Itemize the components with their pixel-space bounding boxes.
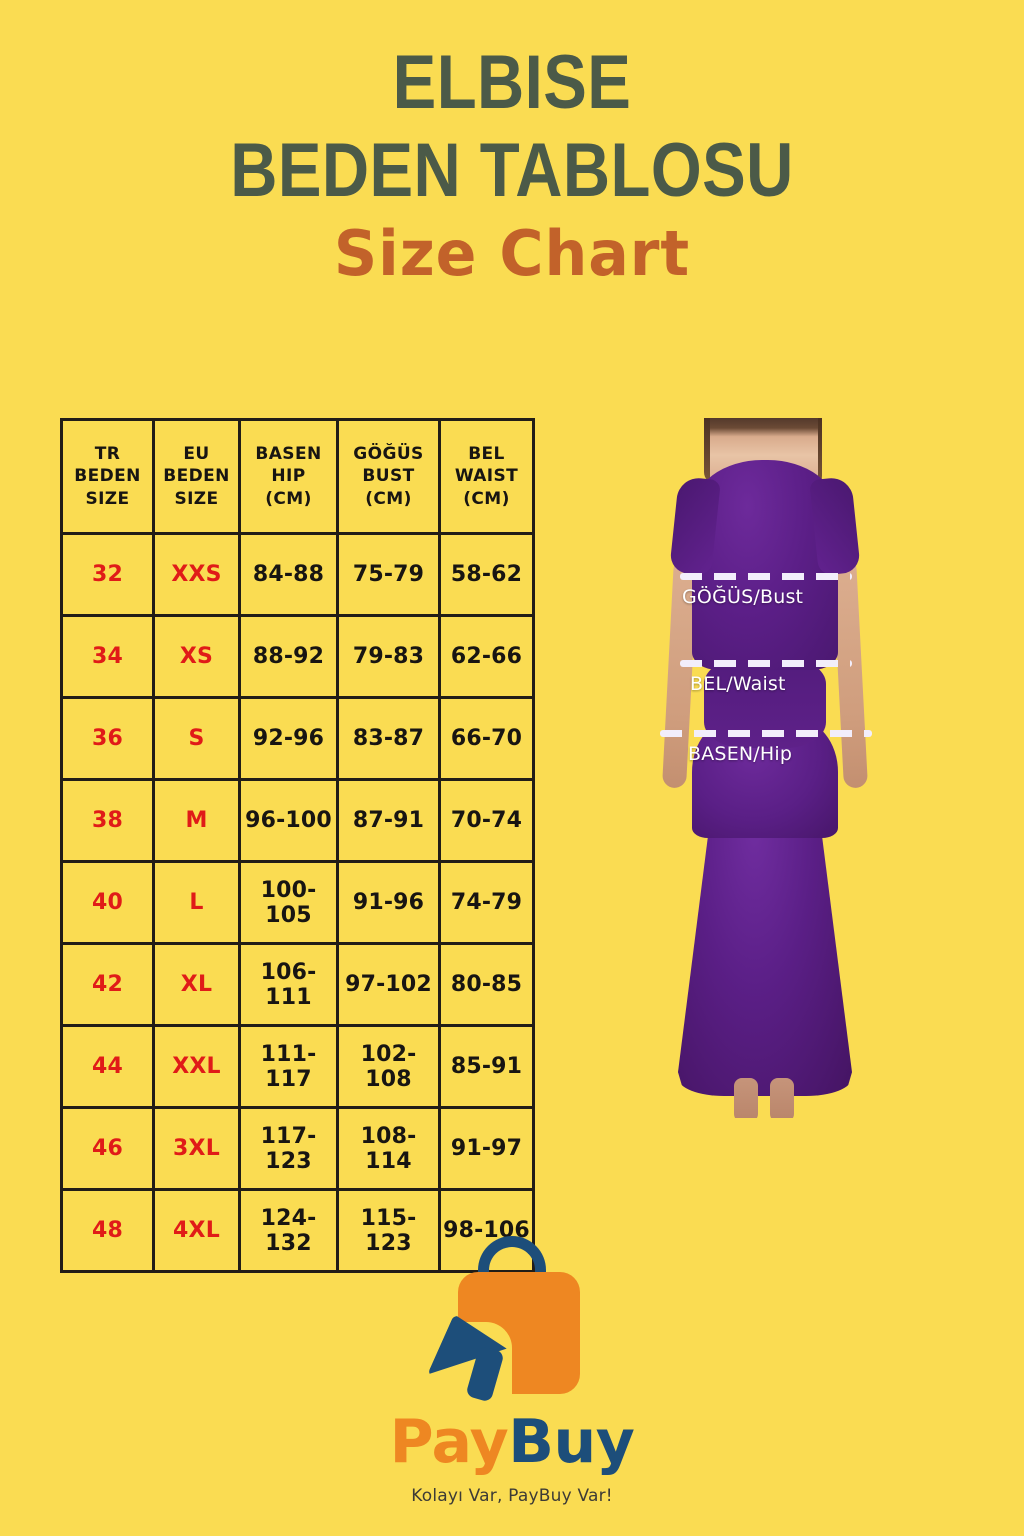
table-row: 44 XXL 111-117 102-108 85-91 [60, 1024, 535, 1109]
header-line3: SIZE [85, 488, 130, 509]
cell-hip: 84-88 [238, 532, 339, 617]
cell-bust: 91-96 [336, 860, 441, 945]
size-chart-table: TR BEDEN SIZE EU BEDEN SIZE BASEN HIP (C… [60, 418, 535, 1273]
cell-eu: XS [152, 614, 241, 699]
cell-eu: M [152, 778, 241, 863]
cell-waist: 91-97 [438, 1106, 535, 1191]
cell-eu: 3XL [152, 1106, 241, 1191]
model-leg-left [734, 1078, 758, 1118]
cell-hip: 100-105 [238, 860, 339, 945]
dress-sleeve-right [809, 476, 861, 576]
hip-measure-label: BASEN/Hip [688, 743, 793, 765]
page-subtitle: Size Chart [333, 216, 691, 290]
cell-waist: 85-91 [438, 1024, 535, 1109]
cell-eu: XXS [152, 532, 241, 617]
cell-eu: XL [152, 942, 241, 1027]
cell-bust: 87-91 [336, 778, 441, 863]
table-row: 48 4XL 124-132 115-123 98-106 [60, 1188, 535, 1273]
cell-eu: L [152, 860, 241, 945]
brand-name-pay: Pay [389, 1407, 509, 1477]
cell-tr: 32 [60, 532, 155, 617]
page-title-line1: ELBISE [392, 40, 632, 125]
column-header-tr: TR BEDEN SIZE [60, 418, 155, 535]
column-header-bust: GÖĞÜS BUST (CM) [336, 418, 441, 535]
cell-bust: 97-102 [336, 942, 441, 1027]
column-header-eu: EU BEDEN SIZE [152, 418, 241, 535]
cell-waist: 70-74 [438, 778, 535, 863]
cell-waist: 62-66 [438, 614, 535, 699]
model-leg-right [770, 1078, 794, 1118]
cell-hip: 117-123 [238, 1106, 339, 1191]
cell-hip: 124-132 [238, 1188, 339, 1273]
cell-bust: 108-114 [336, 1106, 441, 1191]
cell-hip: 92-96 [238, 696, 339, 781]
cell-tr: 44 [60, 1024, 155, 1109]
cell-eu: XXL [152, 1024, 241, 1109]
cell-bust: 75-79 [336, 532, 441, 617]
cell-hip: 88-92 [238, 614, 339, 699]
cell-waist: 74-79 [438, 860, 535, 945]
paybuy-logo-icon [427, 1236, 592, 1404]
cell-tr: 36 [60, 696, 155, 781]
brand-wordmark: PayBuy [0, 1412, 1024, 1472]
table-header-row: TR BEDEN SIZE EU BEDEN SIZE BASEN HIP (C… [60, 418, 535, 535]
header-line2: HIP [271, 466, 306, 487]
cell-hip: 96-100 [238, 778, 339, 863]
header-line2: WAIST [454, 466, 519, 487]
table-row: 40 L 100-105 91-96 74-79 [60, 860, 535, 945]
header-block: ELBISE BEDEN TABLOSU Size Chart [0, 40, 1024, 290]
cell-eu: 4XL [152, 1188, 241, 1273]
model-photo: GÖĞÜS/Bust BEL/Waist BASEN/Hip [648, 418, 878, 1118]
table-row: 32 XXS 84-88 75-79 58-62 [60, 532, 535, 617]
column-header-hip: BASEN HIP (CM) [238, 418, 339, 535]
cell-waist: 66-70 [438, 696, 535, 781]
table-body: 32 XXS 84-88 75-79 58-62 34 XS 88-92 79-… [60, 532, 535, 1273]
header-line3: (CM) [265, 488, 312, 509]
brand-tagline: Kolayı Var, PayBuy Var! [411, 1486, 613, 1506]
cell-bust: 102-108 [336, 1024, 441, 1109]
column-header-waist: BEL WAIST (CM) [438, 418, 535, 535]
cell-tr: 46 [60, 1106, 155, 1191]
cell-hip: 106-111 [238, 942, 339, 1027]
brand-name-buy: Buy [508, 1407, 635, 1477]
cell-waist: 58-62 [438, 532, 535, 617]
header-line1: EU [183, 443, 210, 464]
header-line2: BEDEN [74, 466, 141, 487]
page-title-line2: BEDEN TABLOSU [230, 128, 794, 214]
brand-footer: PayBuy Kolayı Var, PayBuy Var! [0, 1236, 1024, 1506]
header-line1: BEL [468, 443, 505, 464]
cell-tr: 40 [60, 860, 155, 945]
cell-hip: 111-117 [238, 1024, 339, 1109]
header-line1: BASEN [255, 443, 322, 464]
cell-tr: 34 [60, 614, 155, 699]
waist-measure-label: BEL/Waist [690, 673, 786, 695]
cell-tr: 38 [60, 778, 155, 863]
table-row: 42 XL 106-111 97-102 80-85 [60, 942, 535, 1027]
shopping-bag-handle-icon [478, 1236, 546, 1282]
table-row: 36 S 92-96 83-87 66-70 [60, 696, 535, 781]
cell-eu: S [152, 696, 241, 781]
cell-bust: 79-83 [336, 614, 441, 699]
header-line3: (CM) [365, 488, 412, 509]
cell-bust: 115-123 [336, 1188, 441, 1273]
cell-tr: 42 [60, 942, 155, 1027]
cell-tr: 48 [60, 1188, 155, 1273]
header-line1: GÖĞÜS [353, 443, 424, 464]
header-line2: BUST [362, 466, 415, 487]
table-row: 34 XS 88-92 79-83 62-66 [60, 614, 535, 699]
header-line2: BEDEN [163, 466, 230, 487]
hip-measure-line [660, 730, 872, 737]
bust-measure-line [680, 573, 852, 580]
table-row: 46 3XL 117-123 108-114 91-97 [60, 1106, 535, 1191]
waist-measure-line [680, 660, 852, 667]
header-line3: SIZE [174, 488, 219, 509]
cell-waist: 80-85 [438, 942, 535, 1027]
cell-bust: 83-87 [336, 696, 441, 781]
table-row: 38 M 96-100 87-91 70-74 [60, 778, 535, 863]
header-line3: (CM) [463, 488, 510, 509]
header-line1: TR [94, 443, 121, 464]
bust-measure-label: GÖĞÜS/Bust [682, 586, 804, 608]
dress-skirt [678, 798, 852, 1096]
